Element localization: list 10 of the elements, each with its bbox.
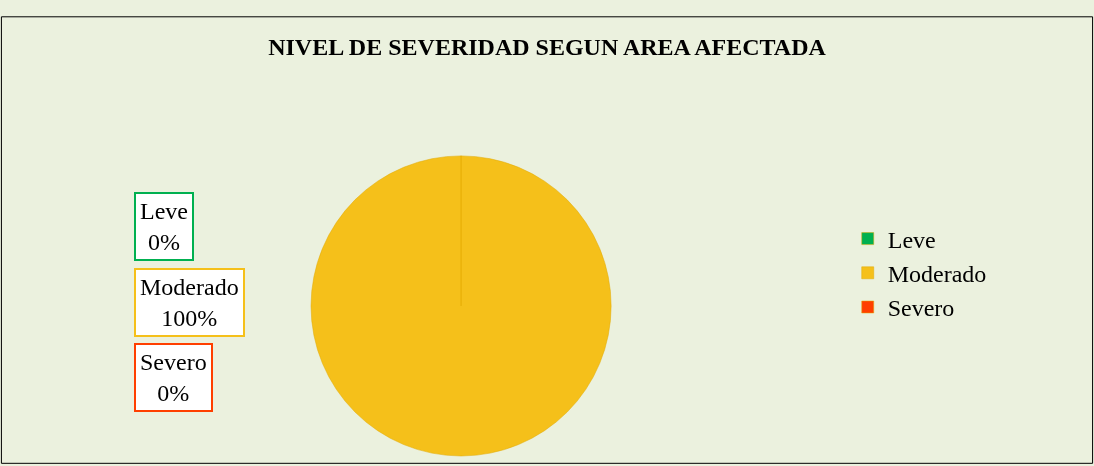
text: 0% <box>147 229 180 256</box>
data-label: 100% <box>161 305 218 332</box>
legend-label: Leve <box>887 226 936 253</box>
legend-label: Severo <box>887 295 955 322</box>
category-label: Severo <box>140 349 207 375</box>
slice-label: Moderado <box>140 274 239 300</box>
text: 0% <box>157 380 190 407</box>
chart-title: NIVEL DE SEVERIDAD SEGUN AREA AFECTADA <box>268 34 827 60</box>
legend-label: Moderado <box>887 261 987 288</box>
category-label: Leve <box>140 198 188 224</box>
